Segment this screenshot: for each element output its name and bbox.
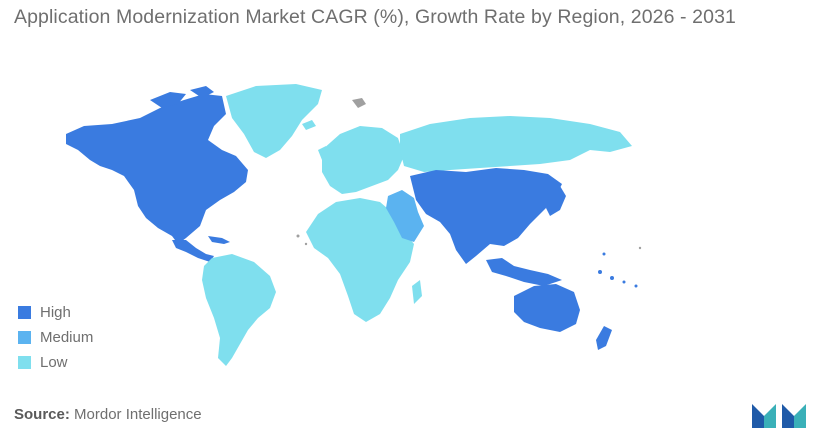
region-europe[interactable] (322, 126, 404, 194)
legend-label: High (40, 304, 71, 321)
source-label: Source: (14, 406, 70, 423)
mordor-intelligence-logo-icon (752, 404, 806, 428)
legend-item-medium: Medium (18, 325, 93, 350)
region-south-america[interactable] (202, 254, 276, 366)
region-greenland[interactable] (226, 84, 322, 158)
region-africa[interactable] (306, 198, 414, 322)
legend-item-low: Low (18, 350, 93, 375)
region-japan[interactable] (546, 186, 566, 216)
region-asia-pacific[interactable] (410, 168, 562, 264)
chart-title: Application Modernization Market CAGR (%… (14, 6, 736, 28)
legend-label: Low (40, 354, 68, 371)
region-uk[interactable] (302, 120, 330, 160)
legend-swatch-medium (18, 331, 31, 344)
region-arctic-islands[interactable] (150, 86, 214, 108)
region-svalbard (352, 98, 366, 108)
region-russia[interactable] (400, 116, 632, 172)
region-caribbean[interactable] (208, 236, 230, 244)
legend: High Medium Low (18, 300, 93, 375)
region-central-america[interactable] (172, 240, 214, 262)
legend-swatch-low (18, 356, 31, 369)
region-madagascar[interactable] (412, 280, 422, 304)
nodata-islands (296, 234, 642, 250)
source-text: Mordor Intelligence (74, 406, 202, 423)
region-middle-east[interactable] (386, 190, 424, 242)
region-southeast-asia[interactable] (486, 258, 562, 286)
region-australia[interactable] (514, 284, 580, 332)
region-north-america[interactable] (66, 94, 248, 244)
pacific-islands (598, 252, 638, 288)
legend-swatch-high (18, 306, 31, 319)
legend-item-high: High (18, 300, 93, 325)
source-attribution: Source: Mordor Intelligence (14, 406, 202, 423)
region-new-zealand[interactable] (596, 326, 612, 350)
legend-label: Medium (40, 329, 94, 346)
